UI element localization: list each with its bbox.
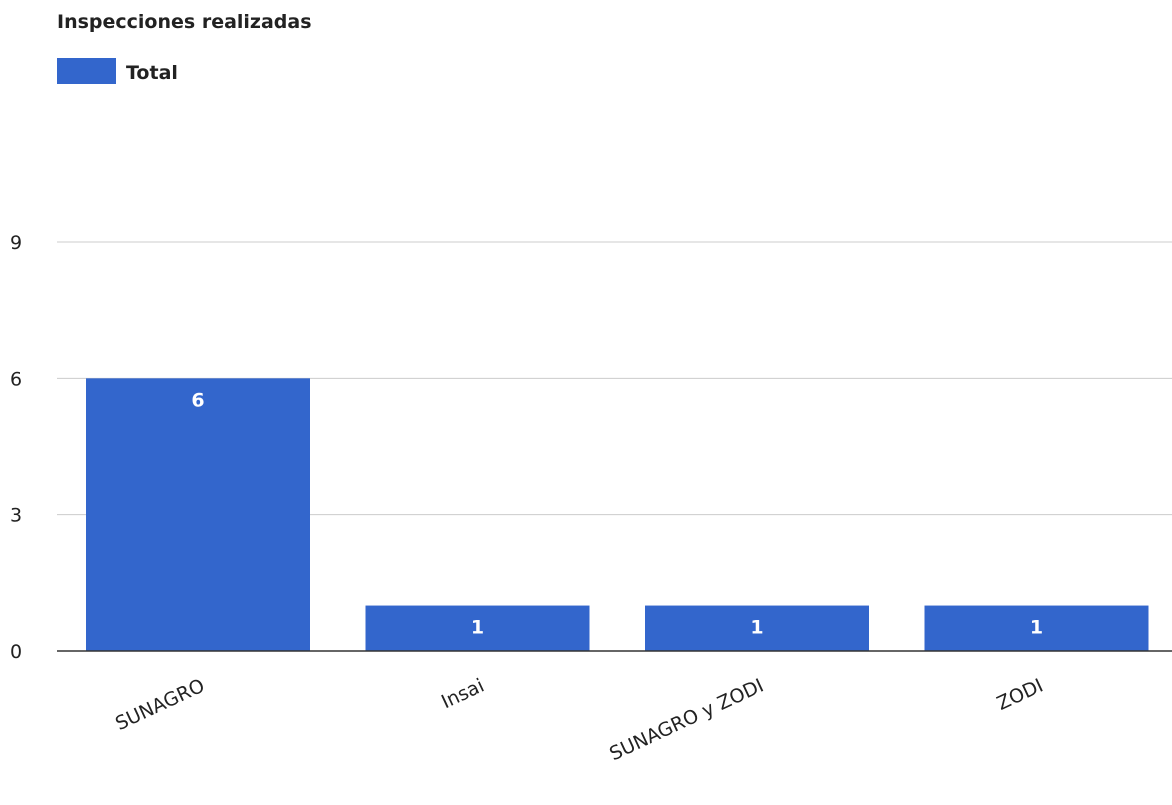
y-tick-label: 0 (10, 641, 22, 663)
y-tick-label: 9 (10, 232, 22, 254)
data-labels: 6 1 1 1 (191, 389, 1043, 638)
data-label: 6 (191, 389, 204, 411)
data-label: 1 (1030, 617, 1043, 639)
x-tick-label: ZODI (994, 675, 1047, 715)
y-axis-ticks: 0 3 6 9 (10, 232, 22, 663)
legend-label: Total (126, 62, 178, 84)
y-tick-label: 3 (10, 505, 22, 527)
legend-swatch (57, 58, 116, 84)
bar (86, 378, 310, 651)
bar (924, 605, 1149, 651)
x-axis-ticks: SUNAGRO Insai SUNAGRO y ZODI ZODI (112, 675, 1047, 766)
bar (645, 605, 869, 651)
data-label: 1 (471, 617, 484, 639)
x-tick-label: Insai (438, 675, 488, 714)
bar (365, 605, 590, 651)
chart-title: Inspecciones realizadas (57, 11, 312, 33)
data-label: 1 (750, 617, 763, 639)
x-tick-label: SUNAGRO y ZODI (606, 675, 767, 766)
x-tick-label: SUNAGRO (112, 675, 208, 735)
y-tick-label: 6 (10, 368, 22, 390)
bars (86, 378, 1149, 651)
